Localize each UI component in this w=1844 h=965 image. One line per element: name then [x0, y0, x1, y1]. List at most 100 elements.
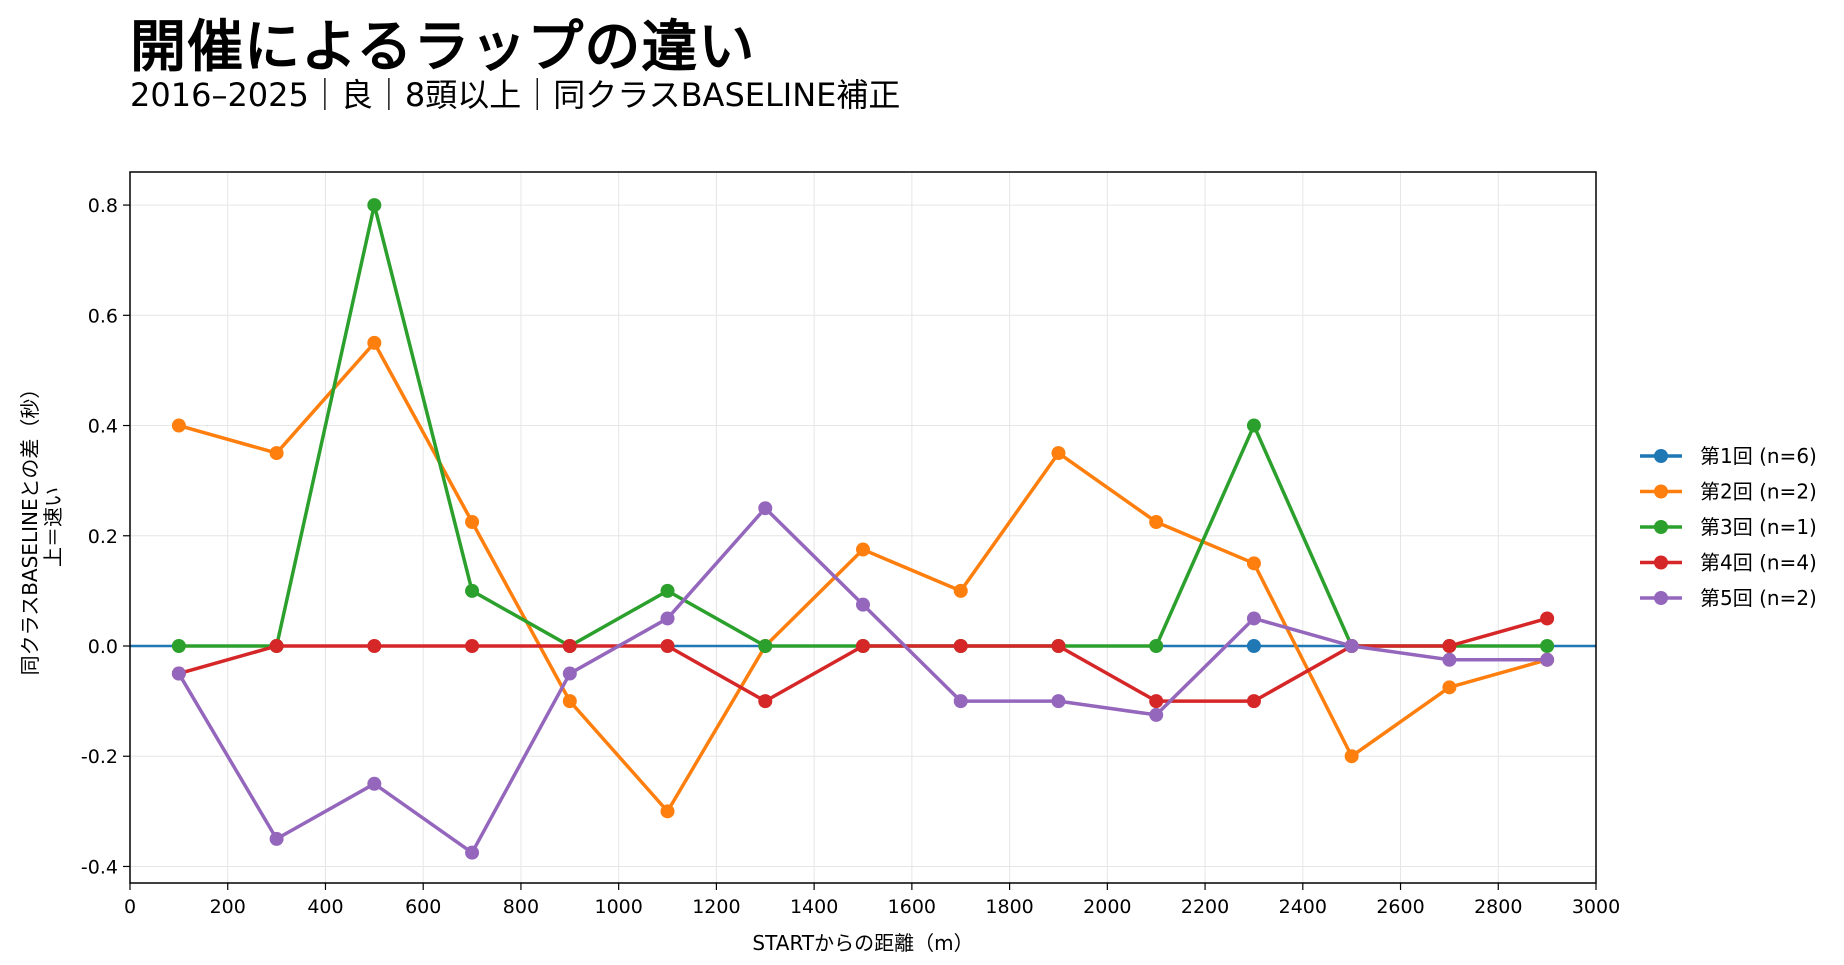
legend-label: 第4回 (n=4): [1700, 551, 1817, 575]
y-tick-label: 0.8: [88, 195, 118, 217]
data-point: [171, 666, 186, 681]
data-point: [1246, 418, 1261, 433]
data-point: [1246, 611, 1261, 626]
series-4: [171, 611, 1555, 709]
data-point: [269, 446, 284, 461]
data-point: [171, 418, 186, 433]
legend-label: 第3回 (n=1): [1700, 515, 1817, 539]
data-point: [660, 583, 675, 598]
x-tick-label: 1200: [692, 896, 740, 918]
series-line: [177, 506, 1548, 855]
data-point: [367, 198, 382, 213]
legend-item: 第3回 (n=1): [1640, 515, 1817, 539]
x-tick-label: 2200: [1181, 896, 1229, 918]
data-point: [1246, 639, 1261, 653]
legend-item: 第4回 (n=4): [1640, 551, 1817, 575]
x-tick-label: 1600: [888, 896, 936, 918]
x-tick-label: 1800: [985, 896, 1033, 918]
x-tick-label: 2000: [1083, 896, 1131, 918]
data-point: [660, 639, 675, 653]
x-tick-label: 200: [210, 896, 246, 918]
data-point: [1442, 680, 1457, 695]
series-line: [178, 341, 1548, 814]
data-point: [562, 639, 577, 653]
data-point: [856, 542, 870, 557]
legend-item: 第5回 (n=2): [1640, 586, 1817, 610]
data-point: [1246, 694, 1261, 709]
data-point: [1246, 556, 1261, 571]
data-point: [1344, 639, 1359, 653]
legend-marker: [1654, 484, 1668, 499]
legend-marker: [1654, 520, 1668, 534]
data-point: [367, 776, 382, 791]
data-point: [1540, 639, 1555, 653]
series-group: [171, 198, 1555, 860]
data-point: [1149, 514, 1164, 529]
chart-title: 開催によるラップの違い: [130, 15, 756, 80]
data-point: [1442, 639, 1457, 653]
series-2: [171, 335, 1555, 819]
data-point: [465, 845, 480, 860]
data-point: [660, 611, 675, 626]
data-point: [269, 831, 284, 846]
x-tick-label: 400: [307, 896, 343, 918]
x-axis-label: STARTからの距離（m）: [752, 931, 973, 955]
data-point: [856, 597, 870, 612]
data-point: [953, 639, 968, 653]
legend-label: 第5回 (n=2): [1700, 586, 1817, 610]
data-point: [758, 639, 773, 653]
data-point: [562, 694, 577, 709]
x-tick-label: 2800: [1474, 896, 1522, 918]
y-tick-label: 0.6: [88, 305, 118, 327]
data-point: [465, 639, 480, 653]
y-tick-label: 0.4: [88, 416, 118, 438]
data-point: [1149, 639, 1164, 653]
x-tick-label: 1400: [790, 896, 838, 918]
data-point: [367, 639, 382, 653]
x-tick-label: 800: [503, 896, 539, 918]
legend-item: 第1回 (n=6): [1640, 444, 1817, 468]
x-tick-label: 1000: [594, 896, 642, 918]
data-point: [953, 694, 968, 709]
data-point: [1051, 446, 1066, 461]
data-point: [953, 583, 968, 598]
data-point: [465, 514, 480, 529]
data-point: [1540, 611, 1555, 626]
data-point: [269, 639, 284, 653]
x-tick-label: 2600: [1376, 896, 1424, 918]
x-axis-ticks: 0 200 400 600 800 1000 1200 1400 1600 1800 2000 220…: [124, 883, 1620, 918]
data-point: [1149, 694, 1164, 709]
data-point: [856, 639, 870, 653]
x-tick-label: 3000: [1572, 896, 1620, 918]
y-tick-label: 0.2: [88, 526, 118, 548]
y-axis-label: 同クラスBASELINEとの差（秒） 上＝速い: [18, 379, 65, 676]
data-point: [660, 804, 675, 819]
data-point: [562, 666, 577, 681]
x-tick-label: 0: [124, 896, 136, 918]
data-point: [465, 583, 480, 598]
data-point: [1149, 707, 1164, 722]
plot-frame: [129, 171, 1597, 884]
y-tick-label: -0.4: [81, 856, 118, 878]
data-point: [171, 639, 186, 653]
data-point: [758, 501, 773, 516]
data-point: [1051, 639, 1066, 653]
legend-marker: [1654, 591, 1668, 605]
data-point: [367, 335, 382, 350]
y-tick-label: -0.2: [81, 746, 118, 768]
y-axis-label-line-1: 同クラスBASELINEとの差（秒）: [18, 379, 42, 676]
series-1: [1246, 639, 1261, 653]
legend: 第1回 (n=6) 第2回 (n=2) 第3回 (n=1) 第4回 (n=4) 第5回 …: [1640, 444, 1817, 610]
data-point: [1051, 694, 1066, 709]
legend-marker: [1654, 449, 1668, 463]
data-point: [1540, 652, 1555, 667]
y-tick-label: 0.0: [88, 636, 118, 658]
legend-label: 第1回 (n=6): [1700, 444, 1817, 468]
y-axis-ticks: -0.4 -0.2 0.0 0.2 0.4 0.6 0.8: [81, 195, 130, 878]
data-point: [758, 694, 773, 709]
legend-marker: [1654, 555, 1668, 570]
series-line: [178, 616, 1548, 703]
x-tick-label: 2400: [1279, 896, 1327, 918]
data-point: [1442, 652, 1457, 667]
